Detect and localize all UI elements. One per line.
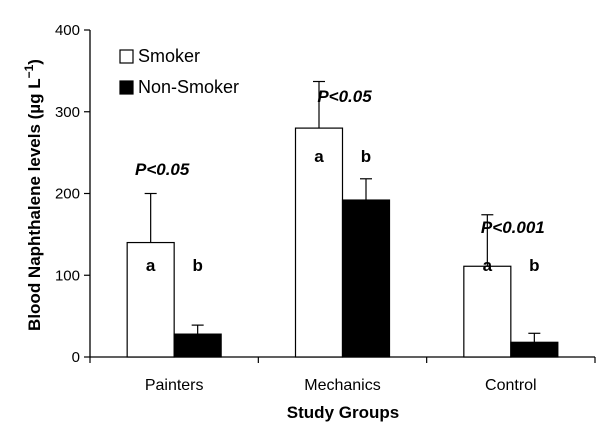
nonsmoker-letter: b — [361, 147, 371, 166]
x-tick-label: Control — [485, 377, 537, 394]
y-tick-label: 300 — [55, 104, 80, 121]
y-axis-title-main: Blood Naphthalene levels (µg L — [25, 78, 44, 331]
bar-smoker — [126, 241, 175, 358]
bar-nonsmoker — [510, 341, 559, 358]
x-tick-label: Mechanics — [304, 377, 380, 394]
p-value-label: P<0.001 — [481, 218, 545, 237]
x-tick-label: Painters — [145, 377, 204, 394]
y-axis-title-close: ) — [25, 59, 44, 65]
x-axis-title: Study Groups — [287, 403, 399, 422]
smoker-letter: a — [146, 256, 156, 275]
nonsmoker-letter: b — [192, 256, 202, 275]
y-axis-title-sup: −1 — [22, 64, 36, 78]
y-tick-label: 200 — [55, 186, 80, 203]
legend-label-nonsmoker: Non-Smoker — [138, 77, 239, 97]
legend-label-smoker: Smoker — [138, 46, 200, 66]
nonsmoker-letter: b — [529, 256, 539, 275]
bar-nonsmoker — [341, 199, 391, 358]
plot-area: 0 100 200 300 400 Painters a b P<0.05 Mechanics a b… — [55, 22, 596, 394]
bar-smoker — [463, 265, 512, 358]
y-tick-label: 0 — [72, 349, 80, 366]
p-value-label: P<0.05 — [135, 160, 190, 179]
p-value-label: P<0.05 — [317, 87, 372, 106]
legend-swatch-smoker — [119, 49, 134, 64]
y-tick-label: 400 — [55, 22, 80, 39]
legend-swatch-nonsmoker — [119, 80, 134, 95]
bar-nonsmoker — [173, 333, 222, 358]
bar-smoker — [294, 127, 344, 358]
y-axis-title: Blood Naphthalene levels (µg L−1) — [22, 59, 44, 331]
smoker-letter: a — [314, 147, 324, 166]
y-tick-label: 100 — [55, 267, 80, 284]
legend: Smoker Non-Smoker — [119, 46, 239, 97]
smoker-letter: a — [483, 256, 493, 275]
